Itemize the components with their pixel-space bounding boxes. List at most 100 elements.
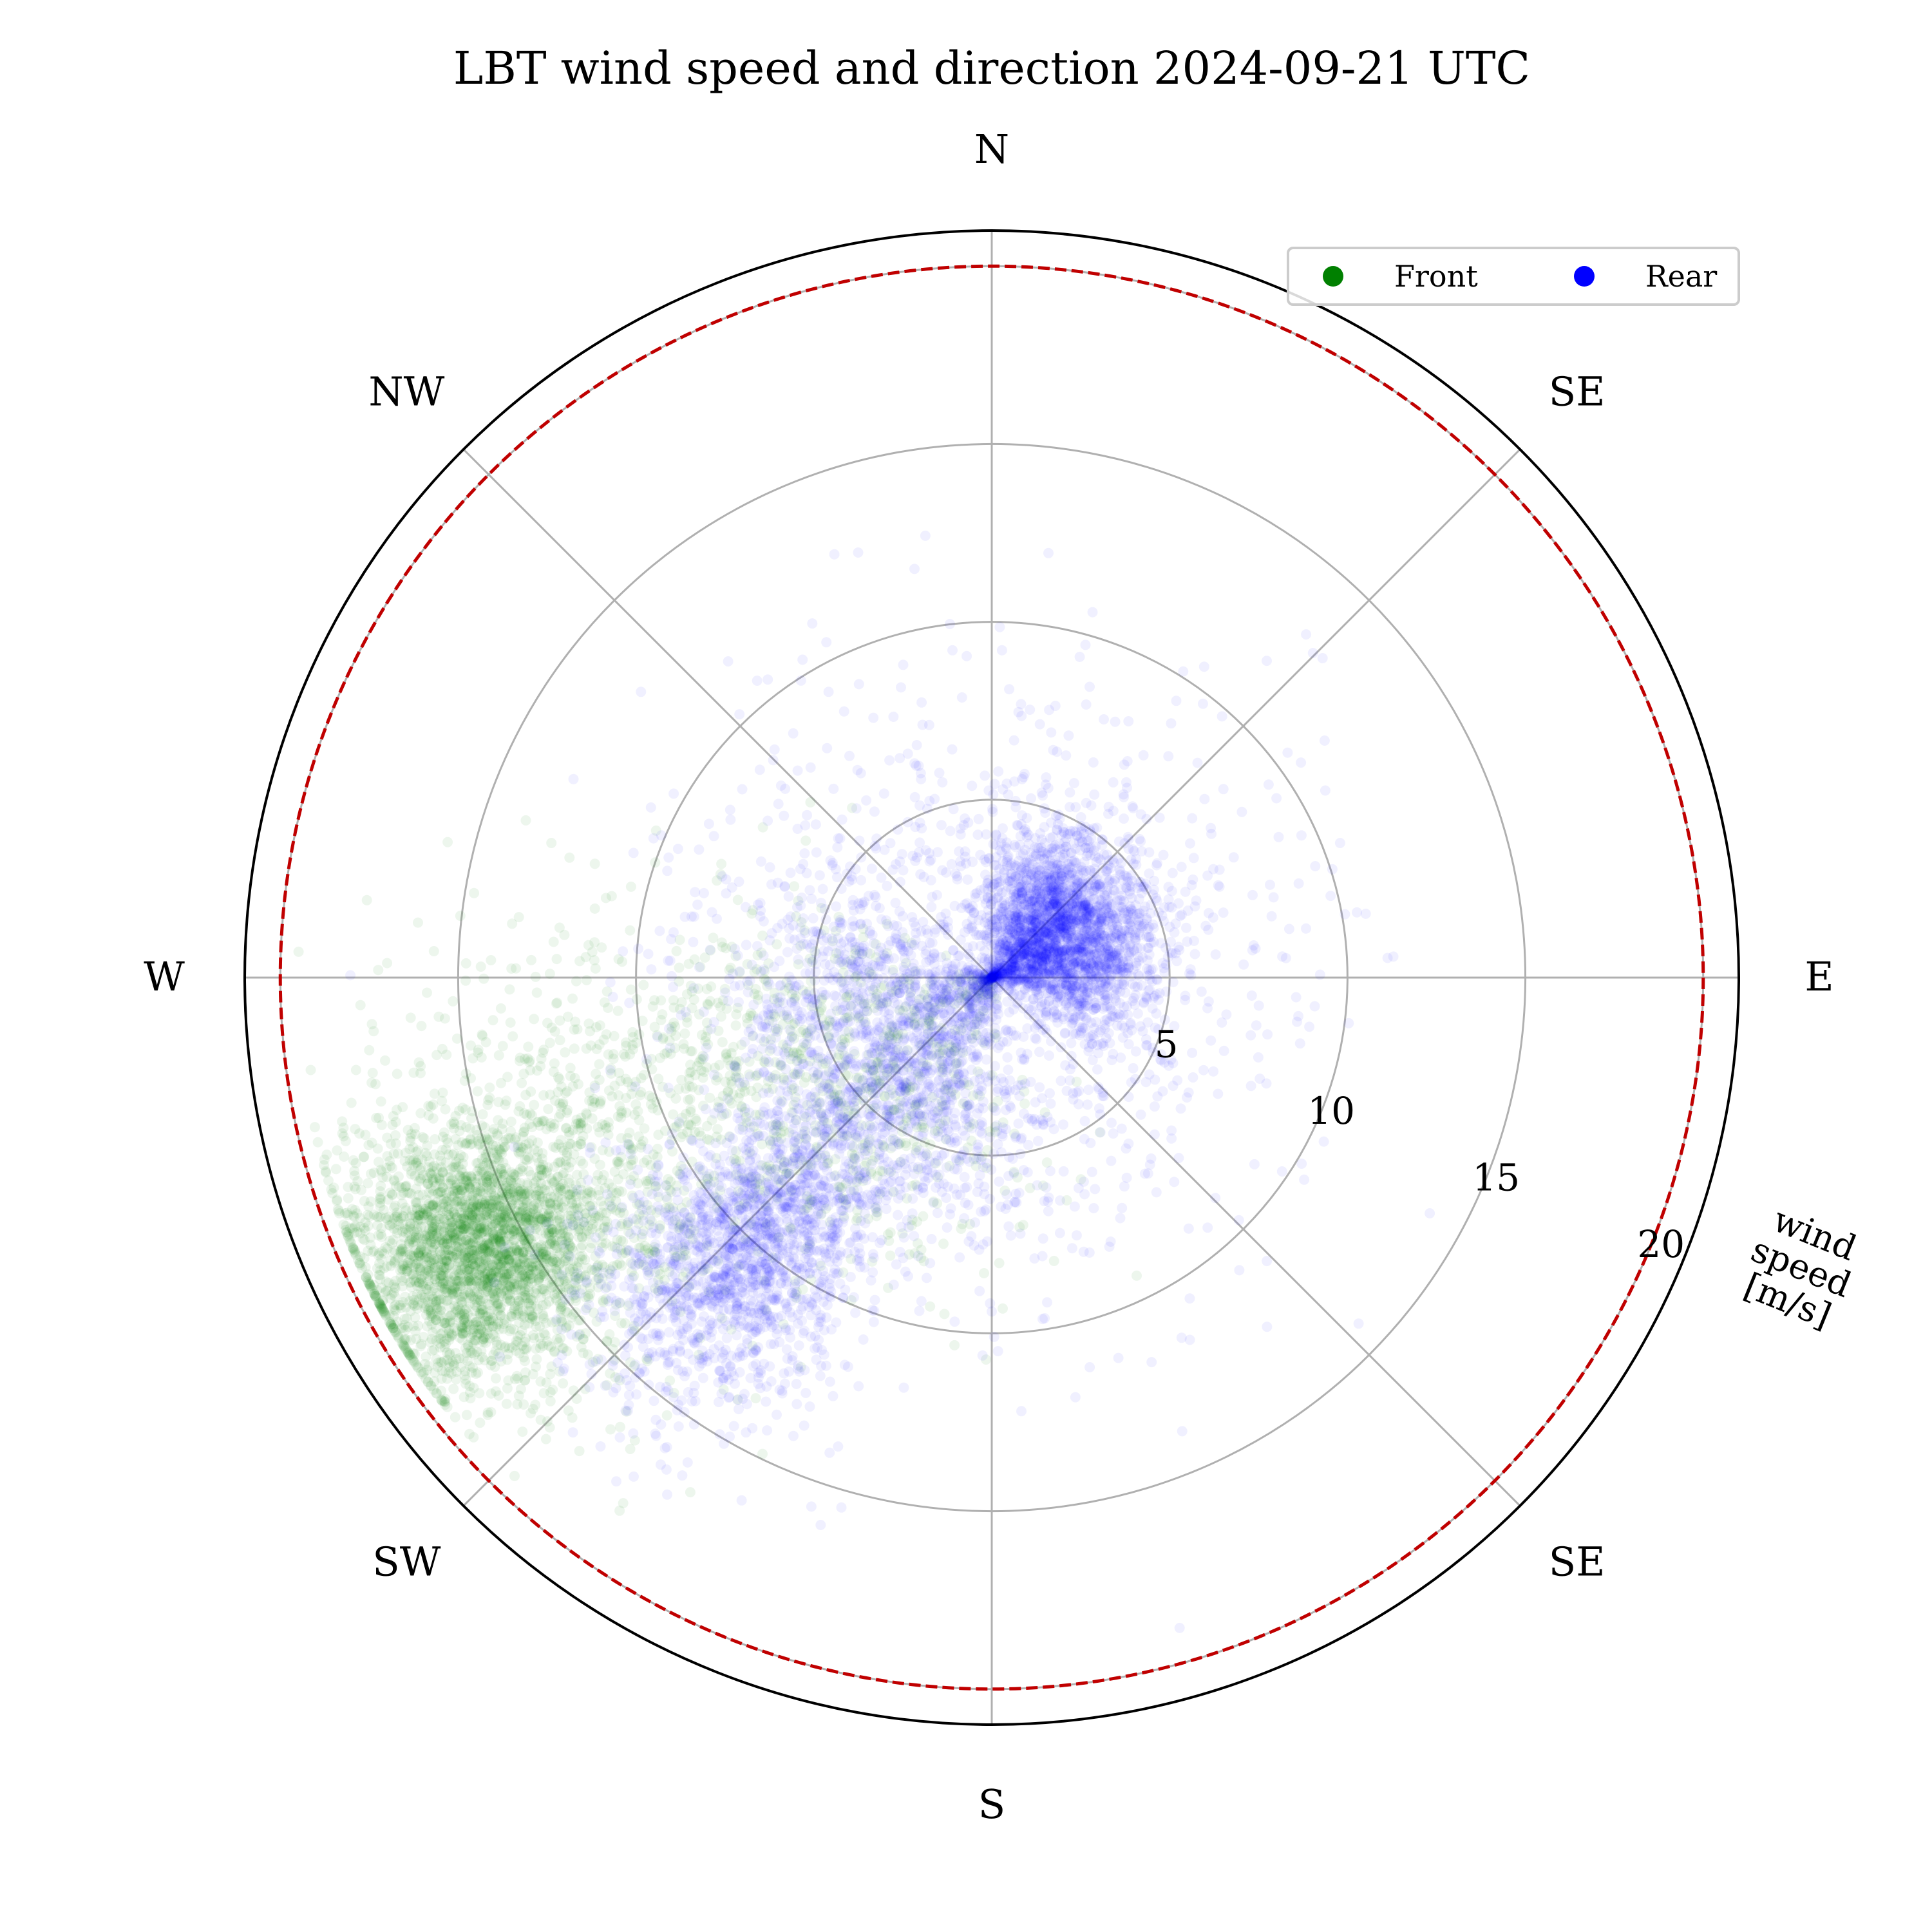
point-front: [533, 1203, 544, 1214]
point-front: [589, 1094, 600, 1104]
point-front: [527, 1264, 538, 1275]
point-front: [401, 1266, 412, 1277]
point-front: [509, 1134, 520, 1145]
point-front: [515, 1212, 526, 1223]
point-front: [716, 937, 727, 948]
point-front: [522, 1178, 533, 1189]
point-front: [470, 1335, 481, 1346]
point-front: [524, 1270, 535, 1281]
point-front: [615, 1421, 625, 1432]
point-front: [587, 1200, 598, 1211]
point-front: [434, 1174, 445, 1185]
point-front: [480, 1206, 491, 1217]
point-front: [616, 1186, 627, 1197]
point-front: [541, 1217, 552, 1227]
point-front: [735, 1088, 746, 1099]
point-front: [341, 1227, 352, 1238]
point-front: [488, 1220, 498, 1231]
point-front: [520, 1154, 531, 1165]
point-front: [497, 1041, 508, 1052]
point-front: [594, 1127, 605, 1138]
point-front: [468, 1195, 478, 1206]
point-front: [487, 1273, 498, 1284]
series-front: [293, 797, 1142, 1516]
point-front: [540, 1265, 551, 1276]
point-front: [489, 1192, 500, 1203]
point-front: [493, 1195, 504, 1206]
point-front: [998, 1303, 1008, 1314]
point-front: [547, 1385, 558, 1395]
point-front: [412, 1258, 422, 1269]
point-front: [437, 1396, 448, 1406]
point-front: [350, 1065, 361, 1075]
point-front: [458, 1229, 468, 1240]
point-front: [533, 1157, 544, 1168]
point-front: [355, 999, 366, 1010]
point-front: [392, 1316, 403, 1327]
point-front: [512, 1399, 523, 1410]
point-front: [464, 1381, 475, 1392]
point-front: [543, 1104, 554, 1115]
point-front: [498, 1236, 509, 1247]
point-front: [408, 1142, 419, 1153]
point-front: [605, 1424, 616, 1435]
point-front: [422, 1376, 433, 1387]
point-front: [534, 1189, 545, 1200]
point-front: [563, 1232, 574, 1243]
point-front: [563, 1405, 574, 1416]
point-front: [455, 1361, 466, 1372]
point-front: [551, 1334, 562, 1345]
point-front: [545, 1387, 556, 1397]
point-front: [448, 1383, 459, 1394]
point-front: [526, 1273, 536, 1284]
point-front: [339, 1151, 350, 1162]
point-front: [374, 1212, 384, 1223]
point-front: [461, 1239, 472, 1250]
point-front: [532, 1137, 543, 1148]
point-front: [576, 1122, 586, 1133]
point-front: [439, 1237, 450, 1248]
point-front: [516, 1311, 527, 1321]
point-front: [323, 1175, 334, 1186]
point-front: [545, 1089, 556, 1100]
point-front: [447, 1162, 458, 1173]
point-front: [453, 1226, 464, 1236]
point-front: [410, 1349, 420, 1359]
point-front: [435, 1186, 446, 1197]
point-front: [495, 1144, 506, 1155]
point-front: [399, 1155, 410, 1166]
point-front: [616, 1108, 627, 1119]
point-front: [513, 1263, 524, 1274]
point-front: [489, 1124, 500, 1135]
point-front: [601, 1336, 612, 1347]
point-front: [585, 1026, 596, 1037]
point-front: [462, 1279, 473, 1289]
point-front: [334, 1206, 344, 1217]
point-front: [489, 1282, 500, 1293]
point-front: [405, 1012, 416, 1023]
point-front: [452, 1188, 463, 1198]
point-front: [540, 1330, 551, 1341]
point-front: [364, 1045, 375, 1056]
point-front: [501, 1398, 512, 1409]
point-front: [939, 1309, 950, 1320]
point-front: [513, 1308, 524, 1319]
point-front: [293, 946, 304, 957]
point-front: [603, 1122, 614, 1133]
point-front: [429, 1088, 440, 1099]
point-front: [413, 917, 423, 928]
point-front: [515, 1272, 526, 1283]
point-front: [484, 1242, 495, 1253]
point-front: [532, 1242, 543, 1253]
point-front: [627, 1027, 638, 1037]
point-front: [450, 1180, 460, 1190]
point-front: [518, 1202, 529, 1213]
point-front: [416, 1244, 427, 1255]
point-front: [585, 1282, 596, 1293]
point-front: [524, 1233, 535, 1244]
point-front: [544, 969, 555, 979]
point-front: [346, 1097, 357, 1108]
point-front: [492, 1212, 503, 1223]
point-front: [535, 1061, 546, 1072]
point-front: [388, 1279, 399, 1290]
